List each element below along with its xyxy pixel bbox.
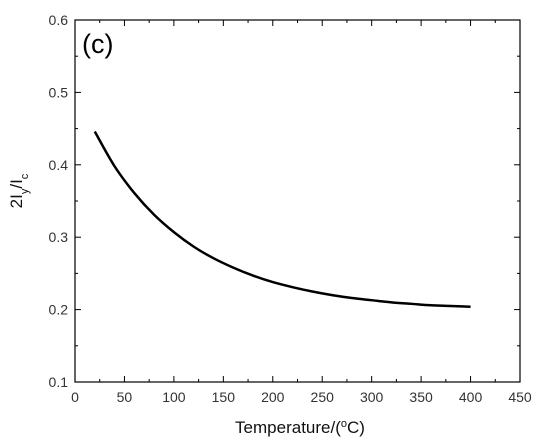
x-axis-label-prefix: Temperature/( bbox=[235, 418, 341, 437]
x-axis-label-suffix: C) bbox=[347, 418, 365, 437]
x-tick-label: 50 bbox=[117, 389, 133, 405]
x-tick-label: 150 bbox=[212, 389, 236, 405]
series-line bbox=[93, 130, 471, 308]
x-tick-label: 250 bbox=[311, 389, 335, 405]
y-tick-label: 0.5 bbox=[49, 84, 69, 100]
y-tick-label: 0.4 bbox=[49, 157, 69, 173]
y-axis-label-prefix: 2I bbox=[7, 194, 26, 208]
y-axis-tick-labels: 0.1 0.2 0.3 0.4 0.5 0.6 bbox=[49, 12, 69, 390]
x-axis-ticks bbox=[74, 20, 521, 382]
x-tick-label: 400 bbox=[459, 389, 483, 405]
y-axis-label-middle: /I bbox=[7, 179, 26, 188]
y-tick-label: 0.1 bbox=[49, 374, 69, 390]
x-tick-label: 350 bbox=[409, 389, 433, 405]
panel-label: (c) bbox=[82, 29, 113, 59]
y-tick-label: 0.2 bbox=[49, 302, 69, 318]
x-tick-label: 0 bbox=[71, 389, 79, 405]
x-axis-label-superscript: o bbox=[341, 418, 347, 430]
x-tick-label: 300 bbox=[360, 389, 384, 405]
y-tick-label: 0.6 bbox=[49, 12, 69, 28]
y-tick-label: 0.3 bbox=[49, 229, 69, 245]
y-axis-ticks bbox=[75, 19, 520, 383]
y-axis-label-subscript-2: c bbox=[19, 173, 31, 179]
x-tick-label: 200 bbox=[261, 389, 285, 405]
x-axis-tick-labels: 0 50 100 150 200 250 300 350 400 450 bbox=[71, 389, 532, 405]
y-axis-label-subscript-1: y bbox=[19, 188, 31, 194]
x-axis-label: Temperature/(oC) bbox=[235, 418, 365, 437]
y-axis-label: 2Iy/Ic bbox=[7, 173, 31, 208]
x-tick-label: 450 bbox=[508, 389, 532, 405]
x-tick-label: 100 bbox=[162, 389, 186, 405]
